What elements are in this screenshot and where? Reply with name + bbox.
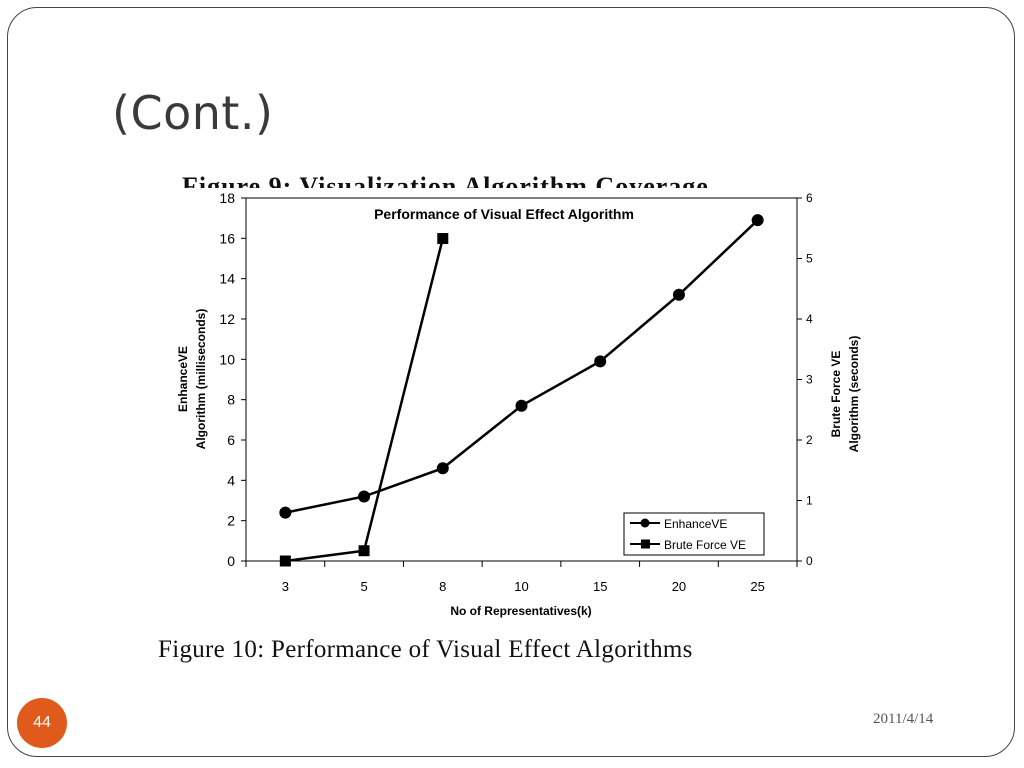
chart-title: Performance of Visual Effect Algorithm [374, 206, 634, 222]
left-axis-label-line-2: Algorithm (milliseconds) [194, 309, 208, 450]
legend-label: EnhanceVE [664, 517, 727, 531]
figure-caption: Figure 10: Performance of Visual Effect … [158, 636, 693, 663]
left-axis-tick-label: 6 [227, 432, 235, 448]
x-axis-tick-label: 3 [282, 579, 289, 594]
left-axis-tick-label: 12 [219, 311, 235, 327]
x-axis-tick-label: 15 [593, 579, 607, 594]
x-axis-tick-label: 5 [360, 579, 367, 594]
left-axis-tick-label: 2 [227, 513, 235, 529]
slide-title: (Cont.) [112, 86, 274, 140]
slide-date: 2011/4/14 [873, 711, 934, 727]
series-1-point [279, 506, 292, 519]
series-line-2 [285, 238, 444, 563]
page-number-badge: 44 [17, 698, 67, 748]
left-axis-tick-label: 18 [219, 190, 235, 206]
right-axis-label-line-2: Algorithm (seconds) [847, 336, 861, 453]
x-axis-tick-label: 25 [750, 579, 764, 594]
right-axis-tick-label: 0 [806, 554, 813, 568]
right-axis-tick-label: 4 [806, 312, 813, 326]
cut-off-figure-text-content: Figure 9: Visualization Algorithm Covera… [182, 172, 709, 188]
left-axis-tick-label: 0 [227, 553, 235, 569]
series-1-point [515, 399, 528, 412]
series-2-point [358, 545, 370, 557]
x-axis-tick-label: 8 [439, 579, 446, 594]
series-2-point [437, 233, 449, 245]
left-axis-tick-label: 10 [219, 351, 235, 367]
cut-off-figure-text: Figure 9: Visualization Algorithm Covera… [182, 170, 792, 188]
x-axis-label: No of Representatives(k) [450, 604, 591, 618]
left-axis-label-line-1: EnhanceVE [176, 346, 190, 412]
legend-label: Brute Force VE [664, 538, 746, 552]
left-axis-tick-label: 14 [219, 271, 235, 287]
x-axis-tick-label: 20 [672, 579, 686, 594]
right-axis-tick-label: 5 [806, 252, 813, 266]
series-1-point [594, 355, 607, 368]
left-axis-tick-label: 16 [219, 230, 235, 246]
series-2-point [279, 555, 291, 567]
series-line-1 [285, 219, 759, 514]
series-1-point [436, 462, 449, 475]
series-1-point [358, 490, 371, 503]
right-axis-tick-label: 2 [806, 433, 813, 447]
x-axis-tick-label: 10 [514, 579, 528, 594]
series-1-point [672, 288, 685, 301]
plot-area [245, 197, 798, 562]
legend-marker [640, 518, 650, 528]
right-axis-label-line-1: Brute Force VE [829, 351, 843, 438]
right-axis-tick-label: 3 [806, 373, 813, 387]
right-axis-tick-label: 1 [806, 494, 813, 508]
left-axis-tick-label: 8 [227, 392, 235, 408]
legend-marker [641, 539, 650, 549]
left-axis-tick-label: 4 [227, 472, 235, 488]
slide-frame [7, 7, 1015, 757]
series-1-point [751, 214, 764, 227]
right-axis-tick-label: 6 [806, 191, 813, 205]
